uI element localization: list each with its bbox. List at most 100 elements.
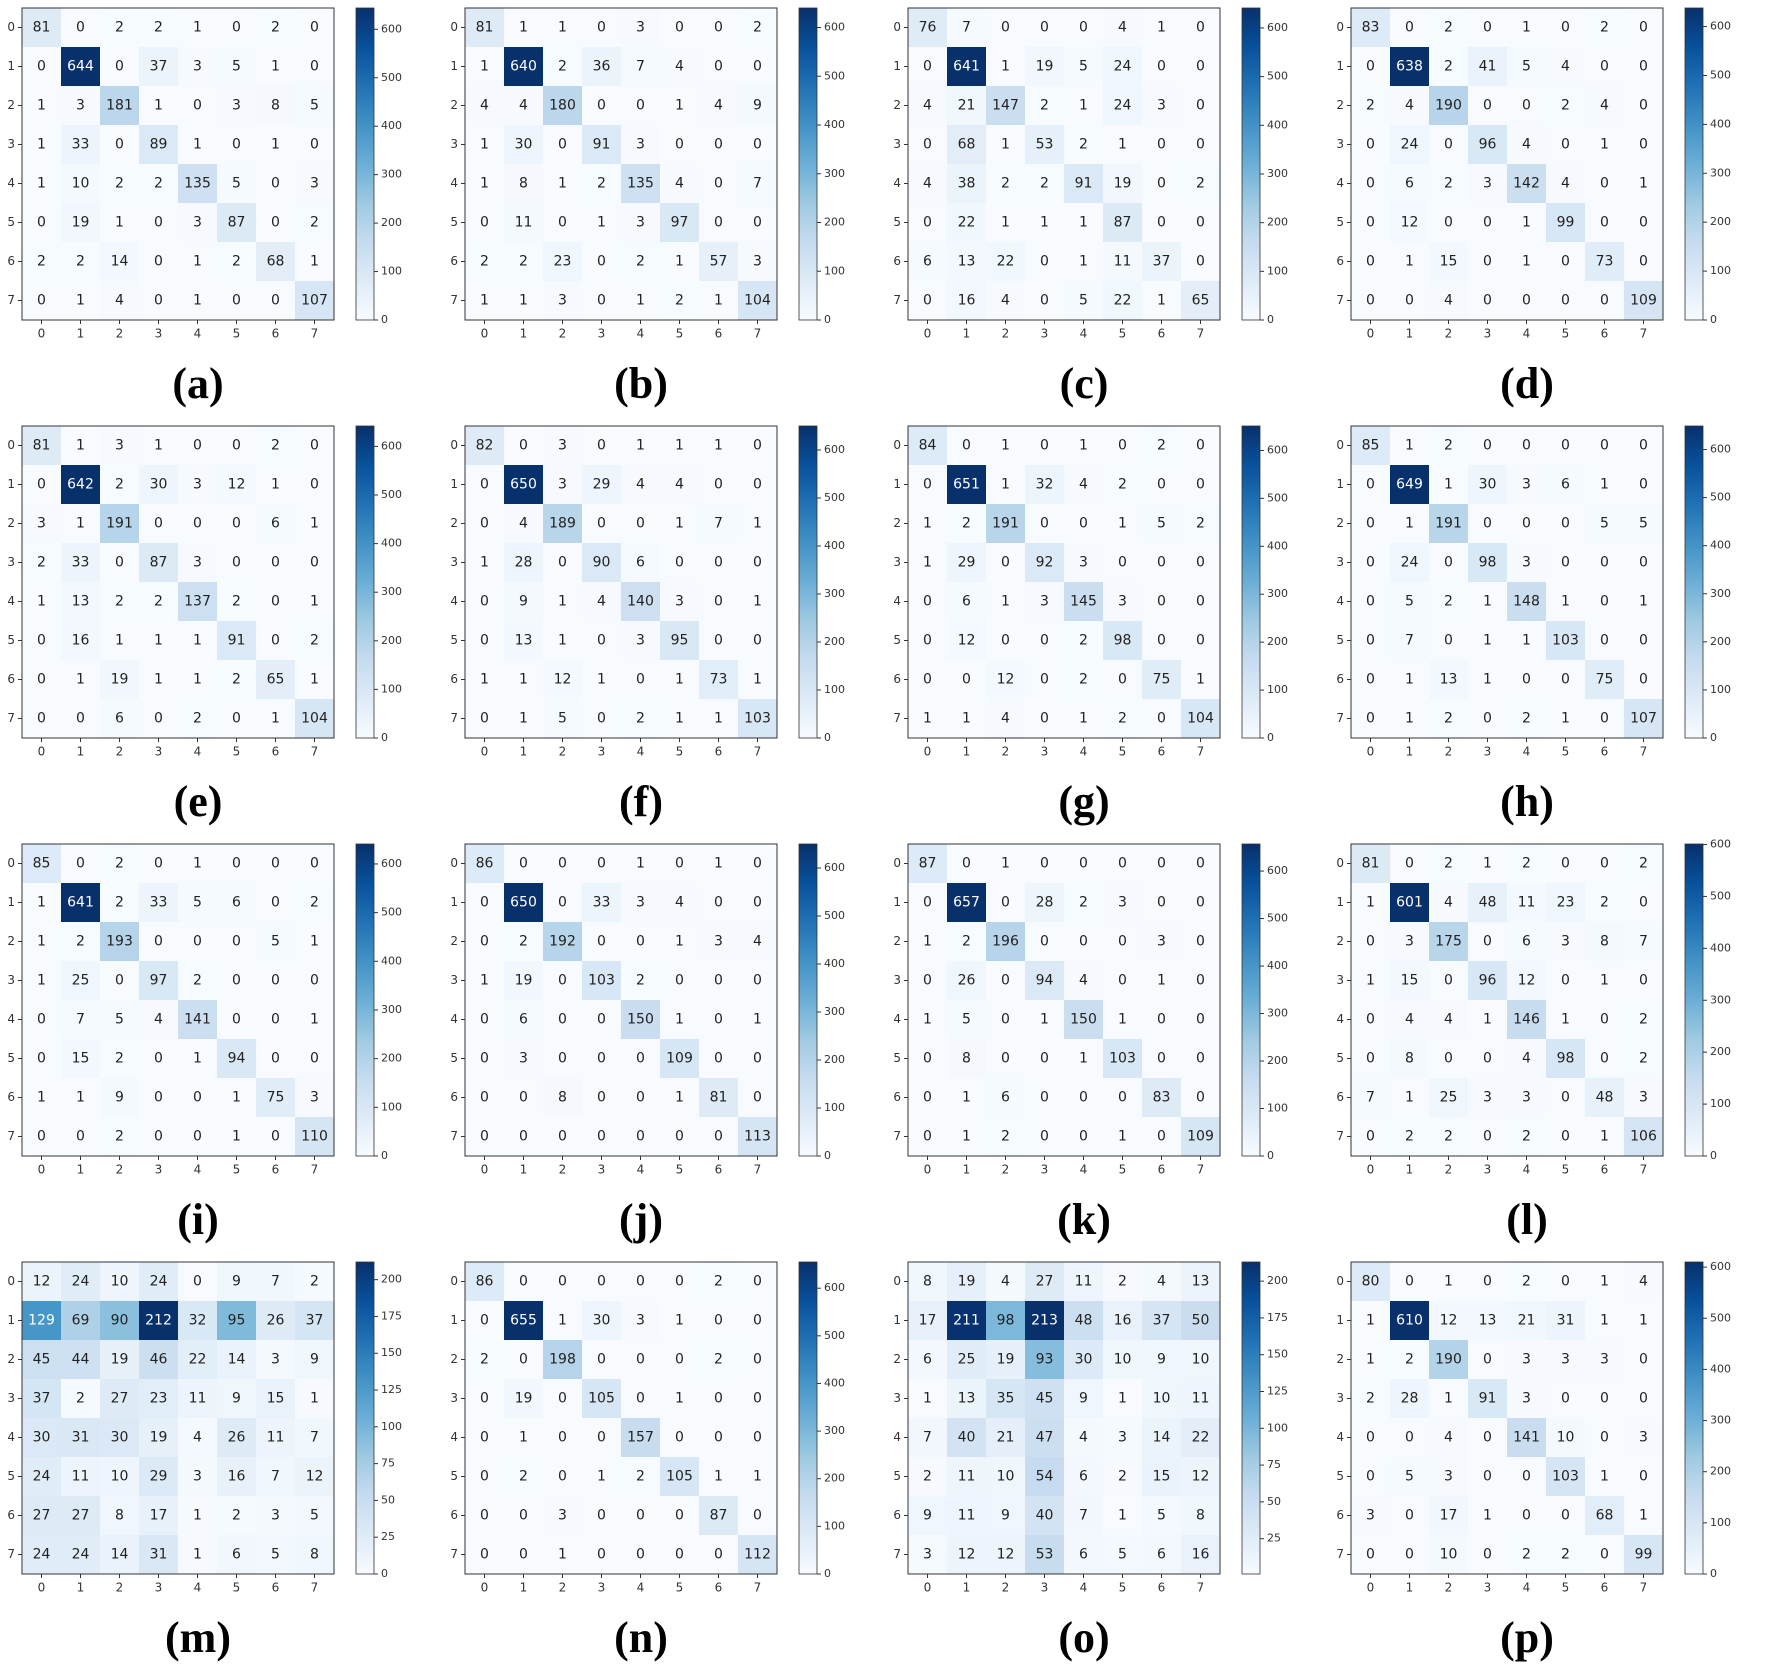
heatmap-cell [1351,621,1391,661]
heatmap-cell [582,844,622,884]
heatmap-cell [543,1000,583,1040]
plot-frame [464,1261,778,1575]
heatmap-cell [621,1496,661,1536]
heatmap-cell [1546,621,1586,661]
heatmap-cell [256,1078,296,1118]
heatmap-cell [1025,1301,1065,1341]
cell-value: 75 [1153,672,1171,688]
cell-value: 191 [1435,516,1462,532]
cell-value: 23 [1557,895,1575,911]
cell-value: 4 [675,59,684,75]
cell-value: 0 [714,477,723,493]
heatmap-cell [504,242,544,282]
cell-value: 0 [271,856,280,872]
cell-value: 27 [33,1508,51,1524]
cell-value: 2 [154,176,163,192]
cell-value: 94 [1036,973,1054,989]
cell-value: 1 [636,856,645,872]
cell-value: 0 [232,516,241,532]
colorbar-tick-label: 600 [381,439,402,452]
heatmap-cell [61,504,101,544]
cell-value: 3 [923,1547,932,1563]
y-tick-label: 0 [450,20,458,34]
heatmap-cell [295,164,335,204]
y-tick-label: 0 [893,1274,901,1288]
y-tick-label: 5 [7,633,15,647]
heatmap-cell [1624,1496,1664,1536]
heatmap-cell [1546,1457,1586,1497]
heatmap-cell [582,203,622,243]
cell-value: 87 [710,1508,728,1524]
cell-value: 7 [76,1012,85,1028]
heatmap-cell [217,281,257,321]
heatmap-cell [908,1418,948,1458]
cell-value: 5 [962,1012,971,1028]
heatmap-cell [256,543,296,583]
heatmap-cell [621,1262,661,1302]
heatmap-cell [1103,1301,1143,1341]
heatmap-cell [1181,660,1221,700]
heatmap-cell [986,8,1026,48]
x-tick-label: 2 [1445,327,1453,341]
cell-value: 0 [1561,254,1570,270]
heatmap-cell [660,543,700,583]
heatmap-cell [1103,1078,1143,1118]
heatmap-cell [1103,1000,1143,1040]
panel-label: (b) [614,359,668,408]
cell-value: 7 [271,1469,280,1485]
heatmap-cell [621,1117,661,1157]
cell-value: 0 [1157,59,1166,75]
x-tick-label: 4 [194,1581,202,1595]
heatmap-cell [986,426,1026,466]
heatmap-cell [986,164,1026,204]
colorbar-tick-label: 500 [1267,491,1288,504]
colorbar-tick-label: 300 [1710,993,1731,1006]
cell-value: 2 [271,20,280,36]
heatmap-cell [22,1379,62,1419]
cell-value: 8 [1600,934,1609,950]
heatmap-cell [1142,281,1182,321]
y-tick-label: 4 [893,594,901,608]
heatmap-cell [22,426,62,466]
x-tick-label: 5 [1562,745,1570,759]
cell-value: 0 [1366,1547,1375,1563]
cell-value: 3 [310,1090,319,1106]
heatmap-cell [582,922,622,962]
cell-value: 0 [519,1090,528,1106]
heatmap-cell [1025,8,1065,48]
cell-value: 0 [1444,555,1453,571]
cell-value: 10 [1557,1430,1575,1446]
heatmap-cell [1351,8,1391,48]
colorbar [355,843,375,1157]
heatmap-cell [1390,164,1430,204]
cell-value: 0 [1483,1129,1492,1145]
heatmap-cell [908,844,948,884]
panel-label: (h) [1500,777,1554,826]
cell-value: 0 [1522,516,1531,532]
heatmap-cell [908,164,948,204]
colorbar-tick-label: 200 [824,1472,845,1485]
cell-value: 12 [958,1547,976,1563]
colorbar [1241,425,1261,739]
heatmap-cell [908,125,948,165]
cell-value: 3 [1118,1430,1127,1446]
heatmap-cell [100,1535,140,1575]
heatmap-cell [738,621,778,661]
cell-value: 19 [111,672,129,688]
heatmap-cell [465,8,505,48]
cell-value: 0 [37,1051,46,1067]
heatmap-cell [543,1379,583,1419]
heatmap-cell [699,883,739,923]
heatmap-cell [465,621,505,661]
cell-value: 0 [1157,477,1166,493]
heatmap-cell [504,86,544,126]
heatmap-cell [256,844,296,884]
heatmap-cell [1064,1078,1104,1118]
heatmap-cell [660,426,700,466]
cell-value: 1 [923,516,932,532]
cell-value: 4 [675,895,684,911]
x-tick-label: 4 [194,1163,202,1177]
heatmap-cell [1181,543,1221,583]
heatmap-cell [61,1457,101,1497]
heatmap-cell [660,8,700,48]
